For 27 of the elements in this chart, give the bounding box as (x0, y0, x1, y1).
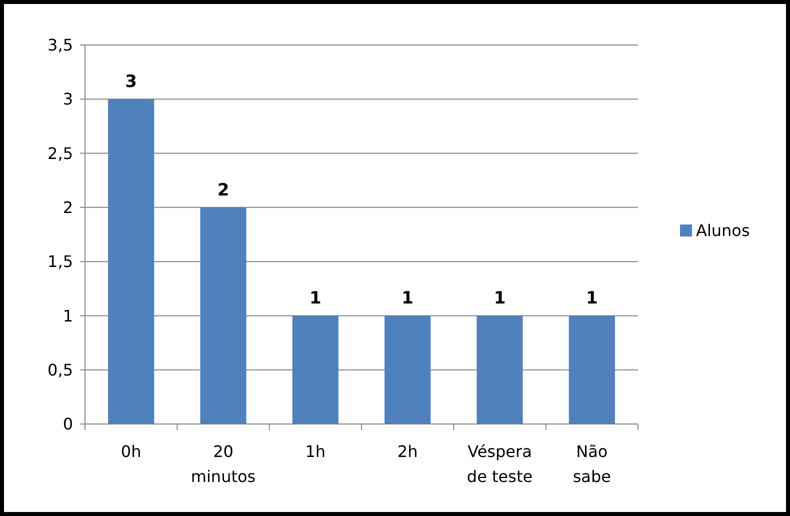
data-label: 1 (402, 288, 414, 309)
bar (292, 316, 338, 424)
bar (476, 316, 523, 424)
y-tick-label: 1 (62, 306, 73, 326)
x-tick-label: Véspera de teste (466, 442, 533, 486)
bar (568, 316, 615, 424)
y-tick-label: 2 (62, 198, 73, 218)
x-tick-label: 1h (305, 442, 326, 461)
y-tick-label: 3,5 (48, 36, 73, 55)
bar (384, 316, 431, 424)
y-tick-label: 0,5 (48, 360, 73, 380)
y-tick-label: 1,5 (48, 252, 73, 272)
x-tick-label: 2h (397, 442, 418, 461)
data-label: 1 (494, 288, 506, 309)
legend-label: Alunos (696, 221, 750, 240)
y-tick-label: 0 (62, 414, 73, 434)
bar (108, 99, 154, 424)
y-tick-label: 3 (62, 90, 73, 109)
data-label: 1 (309, 288, 322, 309)
data-label: 3 (125, 72, 138, 92)
x-tick-label: Não sabe (572, 442, 611, 486)
data-label: 2 (217, 180, 230, 200)
y-tick-label: 2,5 (48, 144, 73, 163)
bar (200, 207, 246, 424)
x-tick-label: 20 minutos (190, 442, 256, 486)
data-label: 1 (586, 288, 598, 309)
x-tick-label: 0h (120, 442, 142, 461)
